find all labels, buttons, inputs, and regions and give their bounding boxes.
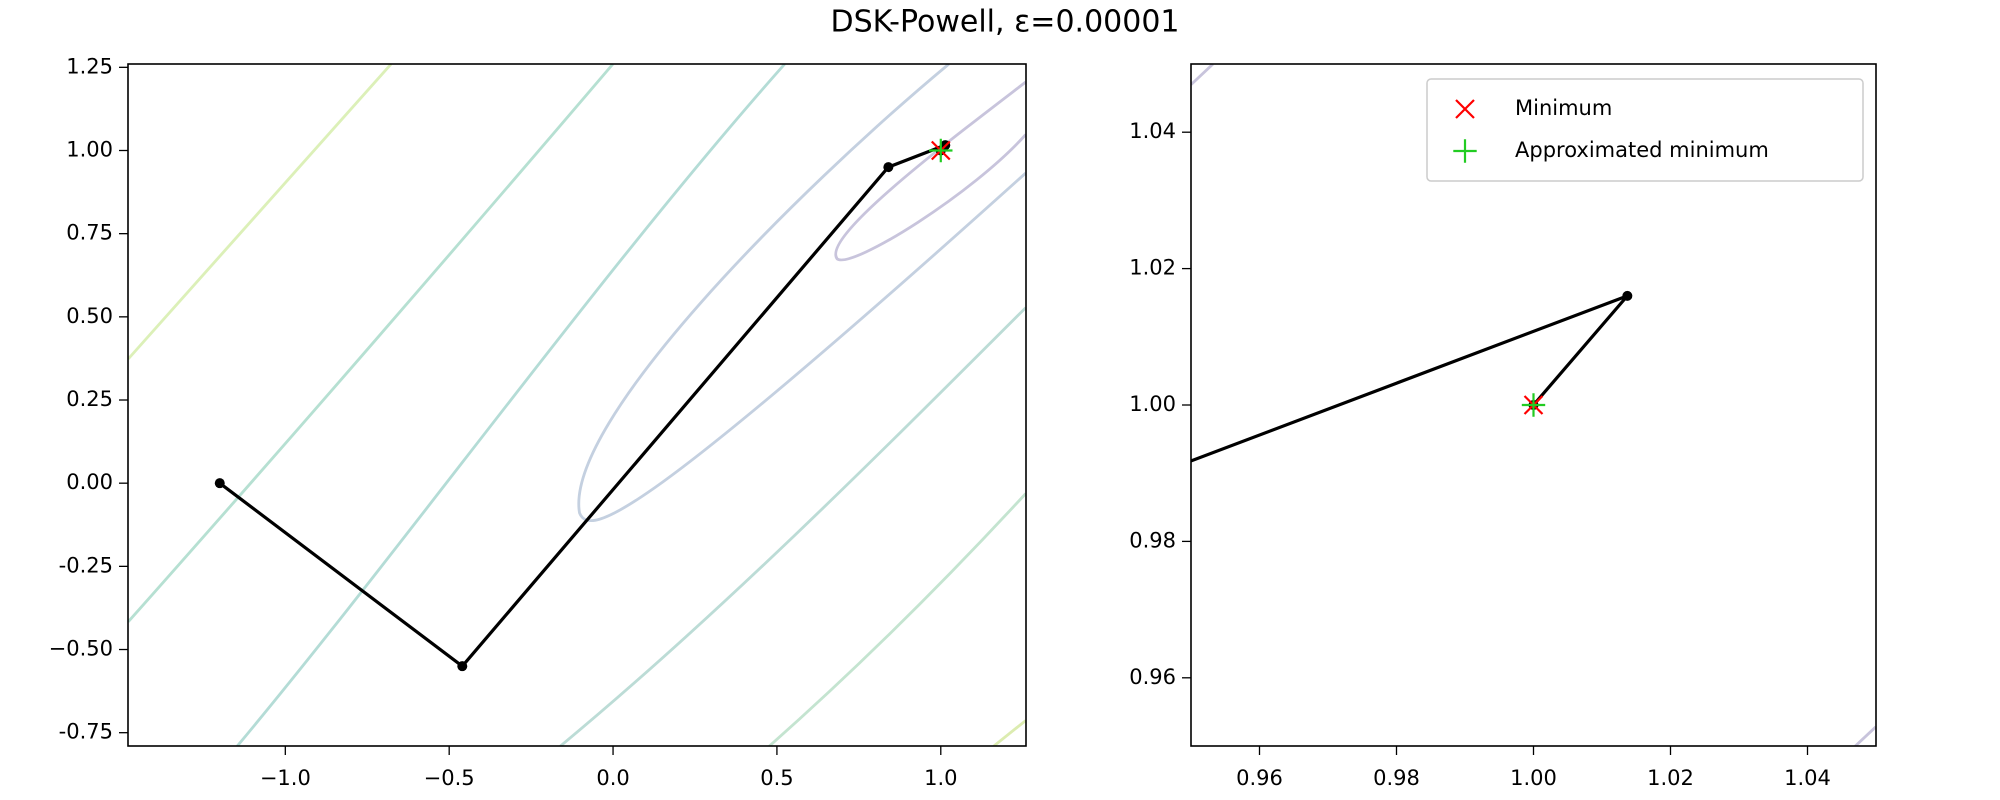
x-tick-label: 1.02: [1647, 766, 1694, 790]
x-tick-label: 0.5: [760, 766, 793, 790]
contour: [768, 492, 1026, 747]
approx-minimum-marker: [929, 138, 953, 163]
y-tick-label: 0.25: [66, 387, 113, 411]
y-tick-label: 1.04: [1129, 119, 1176, 143]
x-tick-label: 0.96: [1236, 766, 1283, 790]
contour: [128, 64, 393, 360]
legend-box: [1426, 78, 1864, 182]
y-tick-label: 0.96: [1129, 665, 1176, 689]
y-tick-label: 1.02: [1129, 256, 1176, 280]
contour: [577, 64, 1026, 522]
legend-label: Minimum: [1515, 96, 1612, 120]
y-tick-label: 0.98: [1129, 528, 1176, 552]
plot-area: [214, 138, 953, 672]
legend-marker: [1455, 99, 1475, 119]
y-tick-label: 1.25: [66, 54, 113, 78]
contour: [1854, 725, 1876, 747]
path-line: [1191, 294, 1629, 463]
x-tick-label: 1.0: [924, 766, 957, 790]
x-tick-label: −1.0: [260, 766, 311, 790]
legend-marker: [1453, 139, 1477, 163]
contour: [1191, 64, 1214, 86]
path-point: [1622, 290, 1633, 301]
legend-label: Approximated minimum: [1515, 138, 1769, 162]
x-tick-label: 1.04: [1784, 766, 1831, 790]
contour: [992, 719, 1026, 747]
contours-right: [1191, 64, 1876, 747]
plot-area: [1191, 290, 1633, 463]
contour: [128, 64, 614, 623]
y-tick-label: -0.25: [59, 553, 113, 577]
approx-minimum-marker: [1521, 393, 1546, 417]
contour: [236, 64, 786, 747]
x-tick-label: 0.0: [596, 766, 629, 790]
x-tick-label: 0.98: [1373, 766, 1420, 790]
axes-frame: [127, 63, 1027, 747]
path-point: [883, 162, 894, 173]
y-tick-label: 1.00: [66, 137, 113, 161]
contour: [559, 306, 1026, 747]
y-tick-label: -0.75: [59, 720, 113, 744]
y-tick-label: 0.50: [66, 304, 113, 328]
x-tick-label: 1.00: [1510, 766, 1557, 790]
y-tick-label: 0.00: [66, 470, 113, 494]
path-point: [214, 478, 225, 489]
x-tick-label: −0.5: [424, 766, 475, 790]
path-point: [457, 661, 468, 672]
y-tick-label: 1.00: [1129, 392, 1176, 416]
figure-title: DSK-Powell, ε=0.00001: [830, 5, 1179, 40]
y-tick-label: 0.75: [66, 221, 113, 245]
y-tick-label: −0.50: [49, 637, 113, 661]
